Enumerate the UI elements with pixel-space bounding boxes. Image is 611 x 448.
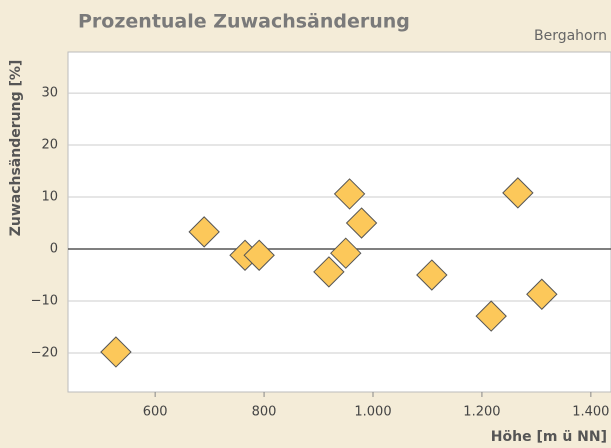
- y-tick-label: 30: [41, 86, 58, 101]
- x-tick-label: 600: [143, 405, 168, 420]
- y-axis-label: Zuwachsänderung [%]: [8, 60, 24, 237]
- point: [526, 278, 558, 310]
- point: [333, 178, 366, 210]
- x-tick-label: 800: [252, 405, 277, 420]
- point: [502, 177, 534, 209]
- point: [188, 216, 220, 248]
- point: [100, 336, 132, 368]
- point: [330, 237, 362, 269]
- plot-area: [67, 51, 611, 393]
- chart-subtitle: Bergahorn: [534, 28, 607, 44]
- point: [475, 300, 507, 332]
- chart-title: Prozentuale Zuwachsänderung: [78, 11, 410, 33]
- x-tick-label: 1.400: [572, 405, 609, 420]
- y-tick-label: 20: [41, 138, 58, 153]
- y-tick-label: 10: [41, 190, 58, 205]
- point: [345, 207, 378, 239]
- x-axis-label: Höhe [m ü NN]: [491, 429, 607, 445]
- y-tick-label: 0: [50, 242, 58, 257]
- point: [313, 256, 345, 288]
- y-tick-label: −20: [31, 346, 58, 361]
- point: [243, 239, 275, 271]
- point: [416, 259, 448, 291]
- x-tick-label: 1.000: [354, 405, 391, 420]
- x-tick-label: 1.200: [463, 405, 500, 420]
- y-tick-label: −10: [31, 294, 58, 309]
